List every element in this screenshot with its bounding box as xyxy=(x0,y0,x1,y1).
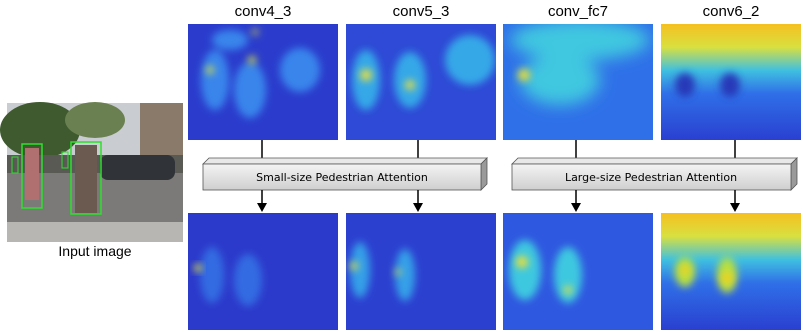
column-label: conv_fc7 xyxy=(548,3,608,20)
attention-label: Small-size Pedestrian Attention xyxy=(256,171,428,184)
column-label: conv6_2 xyxy=(703,3,760,20)
heatmap xyxy=(661,24,801,140)
heatmap xyxy=(188,24,338,140)
heatmap xyxy=(503,213,653,330)
heatmap xyxy=(346,24,496,140)
heatmap xyxy=(188,213,338,330)
column-label: conv5_3 xyxy=(393,3,450,20)
heatmap xyxy=(346,213,496,330)
figure: conv4_3 conv5_3 conv_fc7 conv6_2 Input i… xyxy=(0,0,803,332)
arrow-head xyxy=(257,203,740,212)
column-label: conv4_3 xyxy=(235,3,292,20)
connector xyxy=(262,140,735,158)
heatmap xyxy=(503,20,653,140)
input-label: Input image xyxy=(58,243,131,259)
heatmap xyxy=(661,213,801,330)
attention-label: Large-size Pedestrian Attention xyxy=(565,171,737,184)
input-image xyxy=(0,102,183,242)
arrow xyxy=(262,190,735,205)
